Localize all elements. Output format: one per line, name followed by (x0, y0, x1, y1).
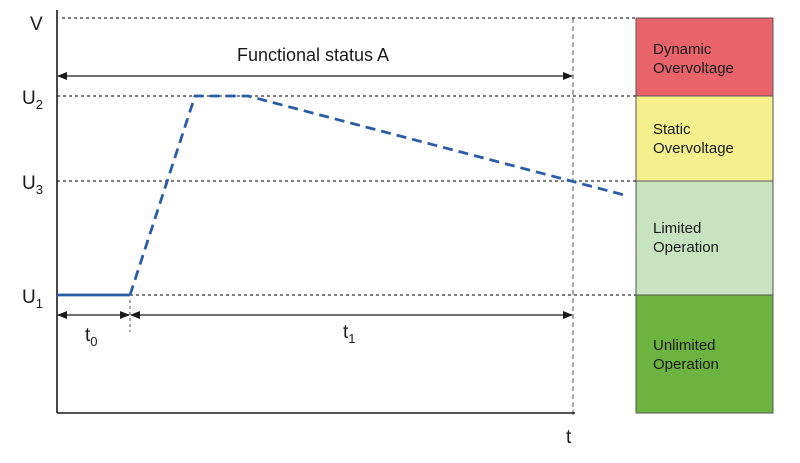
y-axis-label: V (30, 14, 43, 35)
zone-limited-operation-label-2: Operation (653, 239, 719, 256)
axes (56, 10, 575, 414)
level-u2-label: U2 (22, 88, 43, 112)
zone-unlimited-operation-label-2: Operation (653, 356, 719, 373)
interval-t0-label: t0 (85, 325, 98, 349)
guide-lines (57, 17, 636, 296)
zone-static-overvoltage-label: Static (653, 121, 691, 138)
zone-dynamic-overvoltage-label: Dynamic (653, 41, 712, 58)
zone-limited-operation-label: Limited (653, 220, 701, 237)
zone-unlimited-operation (635, 294, 774, 414)
zone-column (635, 17, 774, 414)
zone-limited-operation (635, 180, 774, 296)
level-u3-label: U3 (22, 173, 43, 197)
zone-static-overvoltage (635, 95, 774, 182)
voltage-signal (57, 94, 629, 297)
level-u1-label: U1 (22, 287, 43, 311)
zone-unlimited-operation-label: Unlimited (653, 337, 716, 354)
x-axis-label: t (566, 427, 572, 448)
signal-dashed-profile (128, 94, 629, 296)
zone-dynamic-overvoltage-label-2: Overvoltage (653, 60, 734, 77)
zone-static-overvoltage-label-2: Overvoltage (653, 140, 734, 157)
zone-dynamic-overvoltage (635, 17, 774, 97)
functional-status-label: Functional status A (237, 45, 389, 65)
interval-t1-label: t1 (343, 322, 356, 346)
